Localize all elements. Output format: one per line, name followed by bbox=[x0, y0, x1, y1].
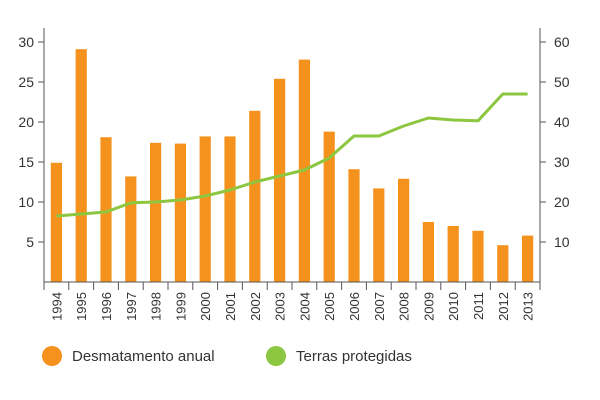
bar-1996 bbox=[100, 137, 112, 282]
left-tick-label: 20 bbox=[18, 114, 34, 130]
x-tick-label: 2009 bbox=[421, 292, 436, 321]
x-axis-ticks: 1994 1995 1996 1997 1998 1999 2000 2001 2002 2003… bbox=[49, 292, 535, 321]
x-tick-label: 2004 bbox=[297, 292, 312, 321]
x-tick-label: 1995 bbox=[74, 292, 89, 321]
bar-1999 bbox=[174, 143, 186, 282]
left-tick-label: 10 bbox=[18, 194, 34, 210]
x-tick-label: 2007 bbox=[372, 292, 387, 321]
bar-2001 bbox=[224, 136, 236, 282]
legend-swatch-orange bbox=[42, 346, 62, 366]
right-tick-label: 50 bbox=[554, 74, 570, 90]
bar-1998 bbox=[150, 142, 162, 282]
right-tick-label: 10 bbox=[554, 234, 570, 250]
bar-2002 bbox=[249, 110, 261, 282]
x-tick-label: 1994 bbox=[49, 292, 64, 321]
legend-swatch-green bbox=[266, 346, 286, 366]
right-axis-ticks: 10 20 30 40 50 60 bbox=[540, 34, 570, 250]
bar-2009 bbox=[422, 222, 434, 282]
bar-2008 bbox=[398, 178, 410, 282]
x-tick-label: 2006 bbox=[347, 292, 362, 321]
bar-1997 bbox=[125, 176, 137, 282]
left-tick-label: 25 bbox=[18, 74, 34, 90]
bar-1994 bbox=[50, 162, 62, 282]
x-tick-label: 2011 bbox=[471, 292, 486, 320]
bar-2006 bbox=[348, 169, 360, 282]
right-tick-label: 40 bbox=[554, 114, 570, 130]
left-tick-label: 5 bbox=[26, 234, 34, 250]
left-tick-label: 30 bbox=[18, 34, 34, 50]
x-tick-label: 2013 bbox=[521, 292, 536, 321]
legend-label: Desmatamento anual bbox=[72, 347, 215, 365]
right-tick-label: 20 bbox=[554, 194, 570, 210]
line-series-terras-protegidas bbox=[56, 92, 528, 218]
axes bbox=[43, 28, 541, 290]
bar-2013 bbox=[522, 235, 534, 282]
bar-1995 bbox=[75, 49, 87, 283]
legend-label: Terras protegidas bbox=[296, 347, 412, 365]
legend-item-terras-protegidas: Terras protegidas bbox=[266, 346, 412, 366]
right-tick-label: 30 bbox=[554, 154, 570, 170]
x-tick-label: 1997 bbox=[124, 292, 139, 321]
x-tick-label: 1996 bbox=[99, 292, 114, 321]
x-tick-label: 2005 bbox=[322, 292, 337, 321]
bar-2005 bbox=[323, 131, 335, 282]
right-tick-label: 60 bbox=[554, 34, 570, 50]
bar-2010 bbox=[447, 226, 459, 282]
x-tick-label: 2003 bbox=[273, 292, 288, 321]
x-tick-label: 1998 bbox=[149, 292, 164, 321]
left-axis-ticks: 5 10 15 20 25 30 bbox=[18, 34, 44, 250]
x-tick-label: 2012 bbox=[496, 292, 511, 321]
bar-2011 bbox=[472, 230, 484, 282]
left-tick-label: 15 bbox=[18, 154, 34, 170]
bar-2000 bbox=[199, 136, 211, 282]
bar-series-desmatamento bbox=[50, 49, 534, 283]
x-tick-label: 2000 bbox=[198, 292, 213, 321]
bar-2003 bbox=[274, 78, 286, 282]
x-tick-label: 2010 bbox=[446, 292, 461, 321]
legend-item-desmatamento: Desmatamento anual bbox=[42, 346, 215, 366]
x-tick-label: 1999 bbox=[173, 292, 188, 321]
x-tick-label: 2002 bbox=[248, 292, 263, 321]
x-tick-label: 2008 bbox=[397, 292, 412, 321]
bar-2007 bbox=[373, 188, 385, 282]
x-tick-label: 2001 bbox=[223, 292, 238, 321]
bar-2012 bbox=[497, 245, 509, 282]
